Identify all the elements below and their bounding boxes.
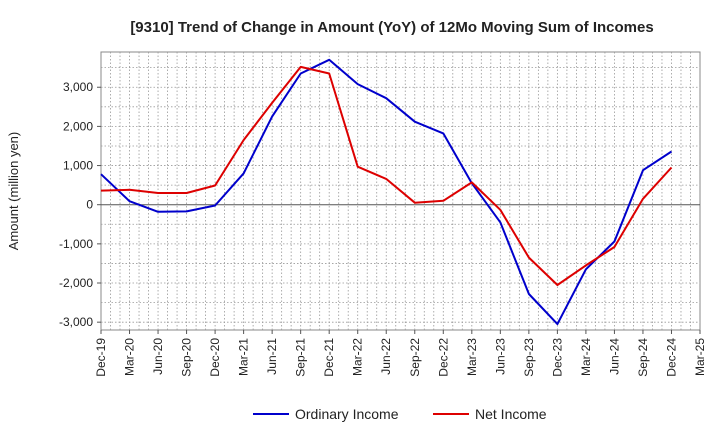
x-tick-label: Jun-22 — [379, 338, 393, 375]
gridlines — [101, 52, 700, 330]
x-tick-label: Jun-21 — [265, 338, 279, 375]
y-tick-label: 1,000 — [63, 159, 93, 173]
x-tick-label: Mar-24 — [579, 338, 593, 376]
x-tick-label: Mar-20 — [123, 338, 137, 376]
y-tick-label: -2,000 — [59, 276, 93, 290]
x-tick-label: Sep-21 — [294, 338, 308, 377]
x-tick-label: Dec-21 — [322, 338, 336, 377]
x-tick-label: Dec-20 — [208, 338, 222, 377]
x-tick-label: Dec-22 — [436, 338, 450, 377]
x-tick-label: Jun-24 — [607, 338, 621, 375]
y-tick-label: 2,000 — [63, 119, 93, 133]
legend-label-ordinary-income: Ordinary Income — [295, 406, 399, 422]
x-axis-ticks: Dec-19 Mar-20 Jun-20 Sep-20 Dec-20 Mar-21 Jun-… — [94, 330, 707, 377]
y-tick-label: -1,000 — [59, 237, 93, 251]
x-tick-label: Jun-20 — [151, 338, 165, 375]
x-tick-label: Sep-23 — [522, 338, 536, 377]
x-tick-label: Dec-24 — [664, 338, 678, 377]
series-lines — [100, 58, 673, 326]
x-tick-label: Sep-24 — [636, 338, 650, 377]
y-axis-label: Amount (million yen) — [6, 132, 21, 251]
y-axis-ticks: -3,000 -2,000 -1,000 0 1,000 2,000 3,000 — [59, 80, 101, 329]
chart-title: [9310] Trend of Change in Amount (YoY) o… — [130, 19, 653, 36]
x-tick-label: Jun-23 — [493, 338, 507, 375]
legend: Ordinary Income Net Income — [253, 406, 547, 422]
x-tick-label: Mar-22 — [351, 338, 365, 376]
y-tick-label: -3,000 — [59, 315, 93, 329]
x-tick-label: Mar-23 — [465, 338, 479, 376]
series-line-net-income — [100, 65, 673, 286]
y-tick-label: 0 — [86, 198, 93, 212]
x-tick-label: Dec-23 — [550, 338, 564, 377]
series-line-ordinary-income — [100, 58, 673, 326]
legend-label-net-income: Net Income — [475, 406, 547, 422]
x-tick-label: Mar-25 — [693, 338, 707, 376]
x-tick-label: Sep-20 — [180, 338, 194, 377]
x-tick-label: Sep-22 — [408, 338, 422, 377]
x-tick-label: Dec-19 — [94, 338, 108, 377]
y-tick-label: 3,000 — [63, 80, 93, 94]
x-tick-label: Mar-21 — [237, 338, 251, 376]
